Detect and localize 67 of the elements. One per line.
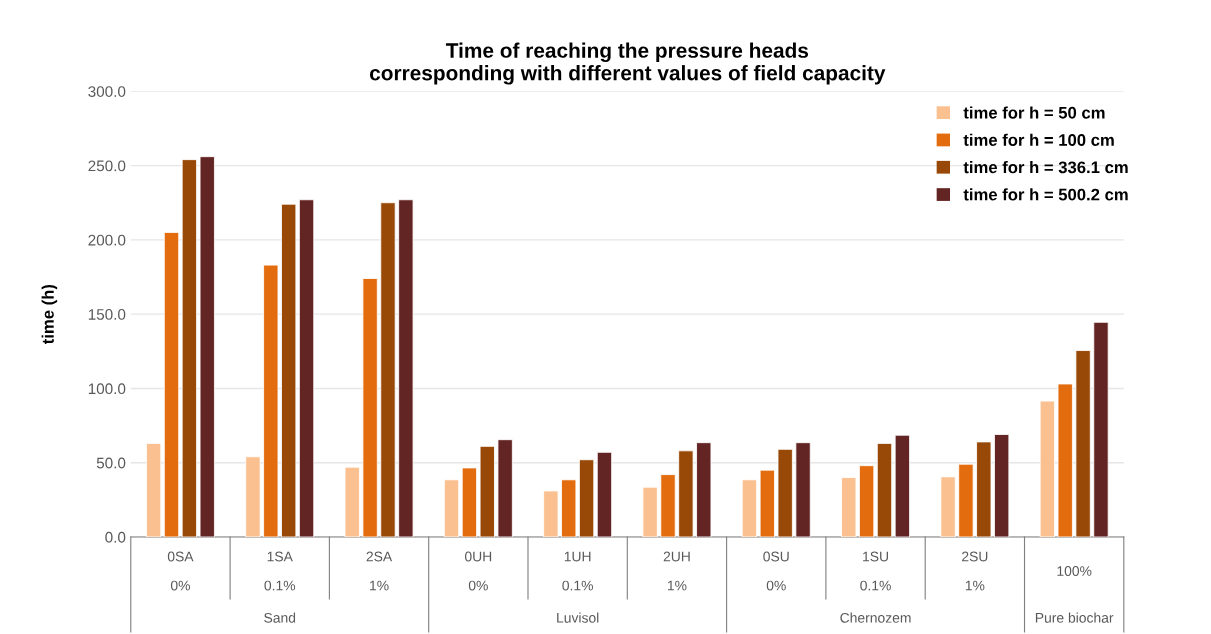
- bar: [1093, 321, 1109, 537]
- legend-label: time for h = 500.2 cm: [963, 188, 1128, 201]
- category-label: 1UH 0.1%: [562, 551, 593, 591]
- bar: [741, 479, 758, 537]
- category-label: 2SU 1%: [962, 551, 988, 591]
- bar: [578, 459, 595, 537]
- bar: [479, 445, 495, 537]
- legend-label: time for h = 336.1 cm: [963, 160, 1128, 174]
- bar: [958, 463, 974, 537]
- bar: [199, 156, 215, 537]
- bar: [894, 434, 910, 537]
- bar: [543, 490, 559, 537]
- bar: [859, 465, 875, 537]
- category-label: 2SA 1%: [366, 551, 393, 591]
- y-axis-title: time (h): [41, 284, 58, 345]
- bar: [841, 477, 857, 537]
- bar: [398, 199, 414, 537]
- bar: [596, 451, 613, 537]
- y-tick-label: 50.0: [96, 457, 126, 469]
- bar: [1057, 383, 1073, 537]
- bar: [298, 199, 315, 537]
- category-label: 2UH 1%: [663, 551, 690, 591]
- bar: [146, 442, 162, 537]
- bar: [561, 479, 577, 537]
- bar: [344, 466, 360, 537]
- bar: [994, 434, 1010, 537]
- y-tick-label: 250.0: [88, 160, 126, 172]
- bar: [163, 232, 180, 537]
- bar: [777, 448, 793, 537]
- chart-title: Time of reaching the pressure heads corresponding with different values of field capacity: [369, 42, 886, 85]
- bar: [245, 456, 261, 537]
- bar: [181, 159, 197, 537]
- bar: [660, 474, 676, 537]
- legend-label: time for h = 100 cm: [963, 133, 1114, 146]
- bar: [678, 450, 694, 537]
- bar: [759, 469, 775, 537]
- category-label: 0SA 0%: [167, 551, 194, 591]
- bar: [795, 442, 811, 537]
- y-tick-label: 100.0: [88, 383, 126, 395]
- bar: [642, 486, 658, 537]
- bar: [876, 442, 893, 537]
- text: Sand: [264, 612, 296, 623]
- bar: [1075, 350, 1091, 537]
- bar: [976, 441, 992, 537]
- bar: [940, 476, 956, 537]
- bar: [362, 278, 378, 537]
- bar: [1039, 400, 1055, 537]
- bar: [263, 264, 279, 537]
- bar: [461, 467, 478, 537]
- bar: [696, 442, 712, 537]
- bar: [443, 479, 460, 537]
- y-tick-label: 0.0: [105, 531, 126, 543]
- text: Chernozem: [840, 612, 911, 623]
- category-label: 1SU 0.1%: [860, 551, 891, 591]
- category-label: 0SU 0%: [763, 551, 789, 591]
- legend-label: time for h = 50 cm: [963, 106, 1105, 119]
- category-label: 1SA 0.1%: [264, 551, 296, 591]
- y-tick-label: 200.0: [88, 234, 126, 246]
- bar: [497, 439, 513, 537]
- y-tick-label: 300.0: [88, 86, 126, 97]
- bar: [380, 202, 396, 537]
- text: Pure biochar: [1035, 612, 1114, 623]
- bar: [281, 203, 297, 537]
- text: Luvisol: [557, 612, 599, 623]
- x-tick-label: 100%: [1057, 566, 1092, 576]
- y-tick-label: 150.0: [88, 309, 126, 320]
- category-label: 0UH 0%: [465, 551, 492, 591]
